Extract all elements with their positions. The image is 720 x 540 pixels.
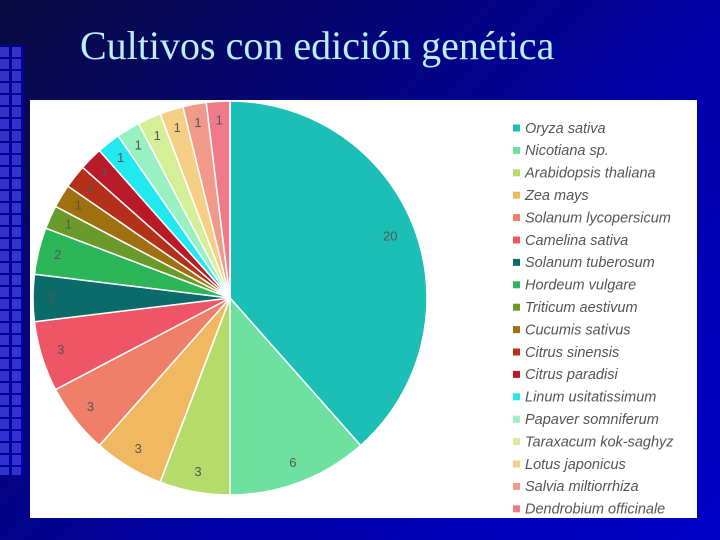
data-label: 1 [117,150,124,165]
data-label: 20 [383,229,397,244]
legend-swatch [513,393,520,401]
data-label: 2 [54,247,61,262]
legend-swatch [513,281,520,289]
legend-swatch [513,214,520,222]
legend-label: Triticum aestivum [525,300,638,316]
data-label: 2 [49,289,56,304]
legend-label: Linum usitatissimum [525,390,656,406]
legend-label: Camelina sativa [525,233,628,249]
legend-label: Arabidopsis thaliana [524,166,656,182]
legend-swatch [513,169,520,177]
legend-swatch [513,415,520,423]
legend-label: Taraxacum kok-saghyz [525,434,674,450]
legend-swatch [513,191,520,199]
legend-label: Zea mays [524,188,589,204]
data-label: 1 [87,180,94,195]
legend-label: Solanum lycopersicum [525,210,671,226]
data-label: 1 [75,198,82,213]
data-label: 1 [174,120,181,135]
pie-slice [205,100,231,299]
legend-label: Nicotiana sp. [525,143,609,159]
legend-label: Papaver somniferum [525,412,659,428]
legend-label: Oryza sativa [525,121,606,137]
legend-swatch [513,505,520,513]
legend-swatch [513,236,520,244]
legend-label: Solanum tuberosum [525,255,655,271]
data-label: 3 [194,464,201,479]
pie-slice [229,296,362,496]
legend-label: Citrus sinensis [525,345,619,361]
data-label: 3 [135,441,142,456]
data-label: 1 [65,217,72,232]
data-label: 3 [57,342,64,357]
legend-swatch [513,482,520,490]
data-label: 1 [101,164,108,179]
data-label: 1 [135,138,142,153]
legend-label: Cucumis sativus [525,322,631,338]
legend-label: Lotus japonicus [525,457,626,473]
decoration [0,45,24,475]
data-label: 1 [154,128,161,143]
pie-slice [229,100,428,447]
legend-label: Dendrobium officinale [525,502,665,518]
data-label: 1 [194,115,201,130]
legend-swatch [513,326,520,334]
legend-label: Citrus paradisi [525,367,618,383]
legend-label: Hordeum vulgare [525,278,636,294]
data-label: 6 [289,455,296,470]
legend-swatch [513,438,520,446]
data-label: 3 [87,399,94,414]
legend-swatch [513,124,520,132]
legend-swatch [513,146,520,154]
legend-swatch [513,460,520,468]
data-label: 1 [216,112,223,127]
legend-label: Salvia miltiorrhiza [525,479,639,495]
legend-swatch [513,303,520,311]
legend-swatch [513,370,520,378]
legend-swatch [513,258,520,266]
chart-title: Cultivos con edición genética [80,23,555,68]
legend-swatch [513,348,520,356]
